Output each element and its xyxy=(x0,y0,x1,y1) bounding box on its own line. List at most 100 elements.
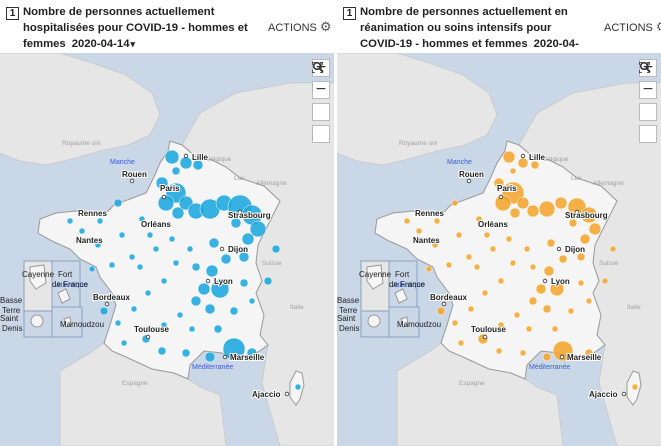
country-label: Suisse xyxy=(599,260,619,267)
map-area[interactable]: Royaume uni Belgique Lux Allemagne Suisse Ita… xyxy=(0,53,334,446)
department-bubble xyxy=(99,306,109,316)
department-bubble xyxy=(519,349,527,357)
department-bubble xyxy=(558,254,568,264)
department-bubble xyxy=(493,177,505,189)
zoom-out-button[interactable]: − xyxy=(312,81,330,99)
country-label: Espagne xyxy=(122,380,148,387)
city-marker xyxy=(145,334,151,340)
department-bubble xyxy=(181,348,191,358)
department-bubble xyxy=(246,347,258,359)
department-bubble xyxy=(113,198,123,208)
search-icon[interactable] xyxy=(639,61,657,121)
city-label: Rouen xyxy=(122,170,147,179)
actions-menu[interactable]: ACTIONS⚙ xyxy=(268,19,332,35)
uk-landmass xyxy=(337,53,498,166)
department-bubble xyxy=(155,176,169,190)
panel-title: Nombre de personnes actuellement en réan… xyxy=(360,4,592,68)
city-marker xyxy=(574,209,580,215)
city-marker xyxy=(161,194,167,200)
zoom-controls: + − xyxy=(639,59,657,147)
city-marker xyxy=(284,391,290,397)
city-marker xyxy=(129,178,135,184)
city-label: Strasbourg xyxy=(228,211,271,220)
actions-menu[interactable]: ACTIONS⚙ xyxy=(604,19,661,35)
fullscreen-icon[interactable] xyxy=(312,62,330,143)
department-bubble xyxy=(179,156,193,170)
department-bubble xyxy=(609,245,617,253)
department-bubble xyxy=(502,150,516,164)
department-bubble xyxy=(168,235,176,243)
country-label: Suisse xyxy=(262,260,282,267)
department-bubble xyxy=(205,264,219,278)
overseas-insets xyxy=(360,260,420,338)
department-bubble xyxy=(631,383,639,391)
department-bubble xyxy=(542,304,552,314)
department-bubble xyxy=(230,217,242,229)
department-bubble xyxy=(455,231,463,239)
department-bubble xyxy=(451,319,459,327)
department-bubble xyxy=(529,263,537,271)
department-bubble xyxy=(517,157,529,169)
fullscreen-icon[interactable] xyxy=(639,62,657,143)
city-marker xyxy=(559,354,565,360)
city-marker xyxy=(222,354,228,360)
department-bubble xyxy=(601,277,609,285)
department-bubble xyxy=(160,321,168,329)
water-label: Manche xyxy=(447,159,472,166)
reunion-island xyxy=(30,314,44,328)
city-label: Dijon xyxy=(565,245,585,254)
department-bubble xyxy=(192,159,204,171)
guadeloupe-island xyxy=(394,288,408,304)
indicator-badge[interactable]: 1 xyxy=(6,7,19,20)
department-bubble xyxy=(473,263,481,271)
uk-landmass xyxy=(0,53,161,166)
city-marker xyxy=(418,210,424,216)
bubble-layer xyxy=(403,150,639,391)
zoom-out-button[interactable]: − xyxy=(639,81,657,99)
department-bubble xyxy=(213,324,223,334)
department-bubble xyxy=(78,227,86,235)
department-bubble xyxy=(576,252,586,262)
department-bubble xyxy=(497,321,505,329)
chevron-down-icon[interactable]: ▾ xyxy=(130,39,136,49)
guadeloupe-island xyxy=(57,288,71,304)
actions-label: ACTIONS xyxy=(604,22,653,34)
city-marker xyxy=(183,153,189,159)
date-selector[interactable]: 2020-04-14 xyxy=(71,38,130,50)
country-label: Belgique xyxy=(206,156,232,163)
map-area[interactable]: Royaume uni Belgique Lux Allemagne Suisse Ita… xyxy=(337,53,661,446)
department-bubble xyxy=(94,241,102,249)
department-bubble xyxy=(551,325,559,333)
reunion-island xyxy=(367,314,381,328)
department-bubble xyxy=(160,277,168,285)
city-marker xyxy=(152,222,158,228)
city-label: Marseille xyxy=(230,353,265,362)
overseas-label: Basse xyxy=(337,296,360,305)
city-label: Lyon xyxy=(551,277,570,286)
department-bubble xyxy=(552,340,574,362)
department-bubble xyxy=(579,233,591,245)
department-bubble xyxy=(513,311,521,319)
search-icon[interactable] xyxy=(312,61,330,121)
map-svg[interactable]: Royaume uni Belgique Lux Allemagne Suisse Ita… xyxy=(0,53,334,446)
department-bubble xyxy=(577,279,585,287)
department-bubble xyxy=(204,351,216,363)
country-label: Lux xyxy=(234,175,245,182)
department-bubble xyxy=(118,231,126,239)
department-bubble xyxy=(136,263,144,271)
map-svg[interactable]: Royaume uni Belgique Lux Allemagne Suisse Ita… xyxy=(337,53,661,446)
indicator-badge[interactable]: 1 xyxy=(343,7,356,20)
country-label: Allemagne xyxy=(593,180,624,187)
department-bubble xyxy=(172,259,180,267)
city-marker xyxy=(83,237,89,243)
water-label: Atlantique xyxy=(56,282,87,289)
department-bubble xyxy=(271,244,281,254)
department-bubble xyxy=(568,218,578,228)
department-bubble xyxy=(157,194,175,212)
overseas-label: Fort xyxy=(58,270,73,279)
city-label: Dijon xyxy=(228,245,248,254)
overseas-insets xyxy=(23,260,83,338)
department-bubble xyxy=(190,295,202,307)
country-label: Belgique xyxy=(543,156,569,163)
department-bubble xyxy=(584,348,594,358)
